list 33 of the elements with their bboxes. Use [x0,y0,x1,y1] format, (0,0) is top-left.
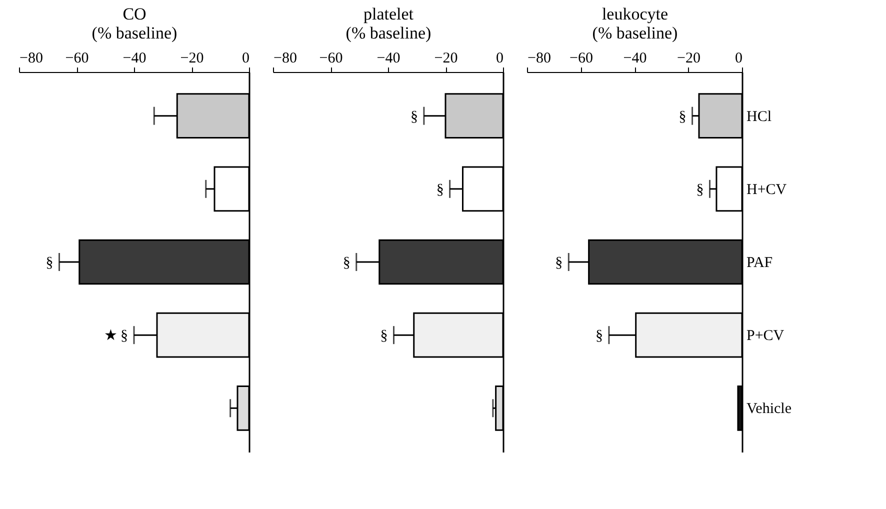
y-tick-label: H+CV [746,182,787,198]
x-tick-label: −40 [122,50,146,66]
x-tick-label: −60 [65,50,89,66]
x-axis-title: leukocyte (% baseline) [592,4,678,42]
x-tick-label: −40 [623,50,647,66]
annotation: § [696,182,704,198]
x-axis-title: CO (% baseline) [92,4,178,42]
x-tick-label: −80 [528,50,551,66]
x-tick-label: −80 [20,50,43,66]
x-tick-label: −60 [570,50,593,66]
x-tick-label: 0 [735,50,742,66]
annotation: ★ § [104,328,128,344]
x-tick-label: −20 [677,50,700,66]
annotation: § [436,182,444,198]
y-tick-label: Vehicle [746,401,792,418]
x-tick-label: 0 [242,50,250,66]
y-tick-label: P+CV [746,328,784,344]
annotation: § [342,255,350,271]
annotation: § [678,108,686,125]
x-axis-title: platelet (% baseline) [346,4,432,42]
annotation: § [410,108,418,125]
x-tick-label: −20 [180,50,204,66]
y-tick-label: PAF [746,255,773,271]
x-tick-label: 0 [496,50,504,66]
x-tick-label: −60 [319,50,343,66]
annotation: § [380,328,388,344]
annotation: § [595,328,603,344]
x-tick-label: −40 [376,50,400,66]
x-tick-label: −80 [274,50,297,66]
annotation: § [46,255,54,271]
y-tick-label: HCl [746,108,772,125]
x-tick-label: −20 [434,50,458,66]
annotation: § [555,255,563,271]
